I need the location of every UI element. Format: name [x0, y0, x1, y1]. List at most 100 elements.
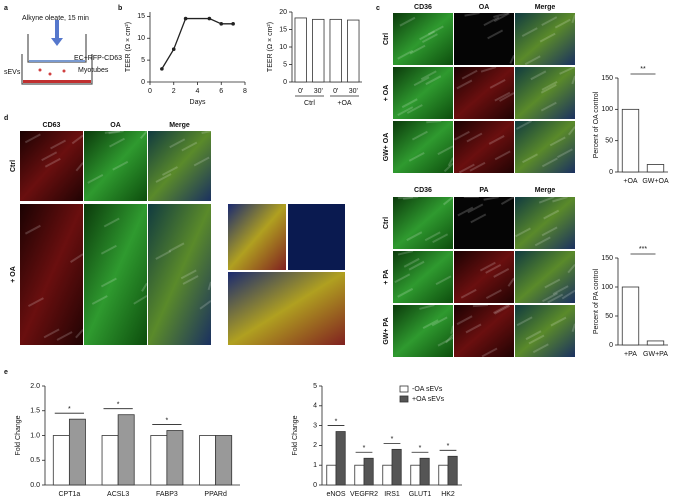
x-tick-label: GW+OA — [642, 178, 669, 185]
texture — [450, 325, 454, 335]
group-label: Ctrl — [304, 100, 315, 107]
arrow-head — [51, 38, 63, 46]
texture — [552, 196, 568, 203]
texture — [540, 101, 557, 112]
y-tick-label: 0 — [283, 79, 287, 86]
micrograph — [84, 131, 147, 201]
texture — [530, 70, 547, 81]
zoom-image — [288, 204, 345, 270]
texture — [100, 277, 117, 288]
y-axis-title: Fold Change — [292, 415, 299, 455]
y-tick-label: 10 — [279, 44, 287, 51]
texture — [155, 173, 172, 183]
micrograph — [148, 131, 211, 201]
texture — [406, 104, 423, 114]
y-tick-label: 150 — [601, 75, 613, 82]
x-tick-label: 8 — [243, 88, 247, 95]
x-tick-label: IRS1 — [384, 491, 400, 498]
texture — [397, 49, 414, 60]
texture — [489, 79, 506, 89]
texture — [403, 257, 420, 268]
significance: * — [117, 402, 120, 409]
zoom-image — [228, 204, 286, 270]
y-axis-title: Percent of OA control — [593, 91, 600, 158]
texture — [488, 135, 505, 145]
legend-label: +OA sEVs — [412, 396, 445, 403]
column-header: Merge — [535, 187, 556, 194]
y-tick-label: 15 — [137, 13, 145, 20]
schematic-label: sEVs — [4, 69, 21, 76]
micrograph — [454, 13, 514, 65]
significance: * — [363, 445, 366, 452]
micrograph — [454, 251, 514, 303]
significance: *** — [639, 246, 647, 253]
texture — [550, 316, 567, 327]
texture — [470, 213, 487, 224]
texture — [458, 163, 475, 174]
bar — [621, 108, 640, 173]
legend-swatch — [399, 395, 409, 403]
texture — [406, 231, 423, 242]
texture — [481, 347, 498, 358]
bar — [294, 17, 307, 83]
bar — [438, 464, 449, 486]
texture — [465, 323, 482, 334]
significance: * — [419, 445, 422, 452]
texture — [419, 304, 435, 310]
x-tick-label: PPARd — [204, 491, 227, 498]
texture — [181, 141, 198, 152]
micrograph — [454, 305, 514, 357]
x-tick-label: 4 — [196, 88, 200, 95]
y-tick-label: 50 — [605, 138, 613, 145]
texture — [108, 130, 124, 135]
texture — [461, 69, 478, 80]
significance: * — [335, 418, 338, 425]
texture — [50, 139, 67, 150]
texture — [544, 278, 561, 289]
point — [231, 22, 235, 26]
row-label: GW+ OA — [383, 133, 390, 162]
y-tick-label: 5 — [141, 57, 145, 64]
point — [207, 16, 212, 21]
zoom-image — [228, 272, 345, 345]
texture — [528, 334, 545, 345]
texture — [456, 315, 473, 326]
x-tick-label: 6 — [219, 88, 223, 95]
texture — [571, 323, 576, 333]
point — [219, 22, 224, 26]
x-tick-label: HK2 — [441, 491, 455, 498]
y-axis-title: TEER (Ω × cm²) — [125, 22, 132, 72]
texture — [141, 282, 148, 292]
texture — [547, 293, 564, 304]
texture — [516, 316, 533, 327]
sev — [48, 72, 52, 76]
texture — [456, 79, 473, 90]
texture — [559, 66, 575, 75]
row-label: Ctrl — [10, 160, 17, 172]
texture — [540, 83, 557, 94]
texture — [567, 263, 576, 274]
texture — [494, 91, 511, 102]
texture — [494, 304, 511, 315]
row-label: + OA — [383, 85, 390, 102]
y-tick-label: 150 — [601, 255, 613, 262]
texture — [56, 331, 73, 341]
x-tick-label: FABP3 — [156, 491, 178, 498]
texture — [427, 25, 444, 36]
texture — [541, 16, 558, 26]
texture — [431, 316, 448, 327]
texture — [571, 75, 576, 85]
x-tick-label: +OA — [623, 178, 638, 185]
bar — [199, 435, 217, 486]
texture — [571, 14, 576, 24]
texture — [168, 242, 185, 253]
texture — [397, 106, 414, 117]
line — [161, 17, 234, 70]
y-tick-label: 2 — [313, 442, 317, 449]
significance: * — [391, 436, 394, 443]
texture — [494, 150, 511, 161]
x-tick-label: VEGFR2 — [350, 491, 378, 498]
point — [160, 67, 164, 71]
row-label: GW+ PA — [383, 317, 390, 344]
texture — [541, 80, 558, 91]
